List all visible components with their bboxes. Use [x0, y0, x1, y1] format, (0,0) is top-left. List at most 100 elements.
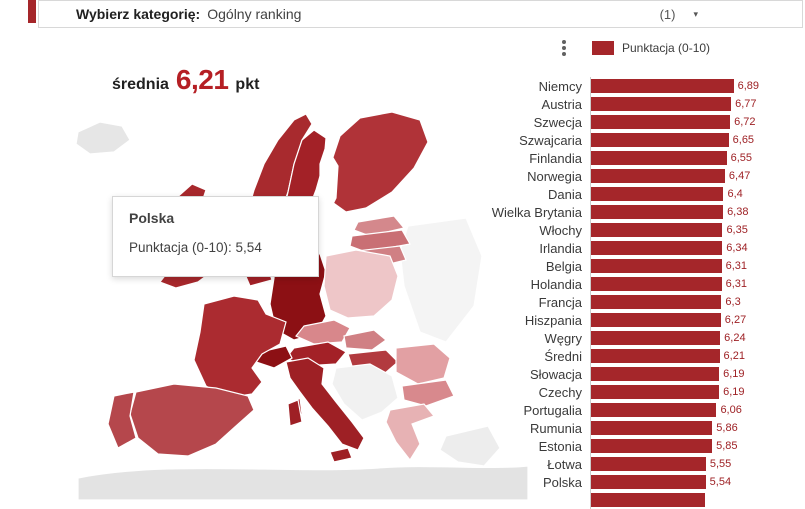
- bar-value: 6,89: [737, 80, 760, 92]
- bar-value: 6,35: [726, 224, 748, 236]
- bar-row: Węgry 6,24: [440, 329, 798, 347]
- bar-plot-area: 6,65: [590, 131, 798, 149]
- red-marker: [28, 0, 36, 23]
- bar-row-label: Irlandia: [539, 240, 582, 256]
- bar-value: 6,55: [730, 152, 752, 164]
- bar-row: Austria 6,77: [440, 95, 798, 113]
- bar[interactable]: [591, 439, 713, 453]
- bar-plot-area: 6,47: [590, 167, 798, 185]
- bar[interactable]: [591, 493, 705, 507]
- bar-row-label: Słowacja: [529, 366, 582, 382]
- bar[interactable]: [591, 331, 721, 345]
- bar-plot-area: 6,31: [590, 257, 798, 275]
- bar-plot-area: 6,06: [590, 401, 798, 419]
- map-country-iceland: [75, 121, 131, 155]
- bar[interactable]: [591, 313, 721, 327]
- bar[interactable]: [591, 187, 724, 201]
- bar-plot-area: 5,86: [590, 419, 798, 437]
- bar-value: 6,77: [735, 98, 757, 110]
- map-country-czechia[interactable]: [295, 319, 351, 345]
- bar-row: Średni 6,21: [440, 347, 798, 365]
- bar[interactable]: [591, 169, 725, 183]
- average-value: 6,21: [175, 64, 229, 95]
- bar-plot-area: 6,3: [590, 293, 798, 311]
- bar[interactable]: [591, 403, 717, 417]
- bar-chart: Niemcy 6,89 Austria 6,77 Szwecja 6,72 Szwajcar…: [440, 77, 798, 509]
- map-country-spain[interactable]: [129, 383, 255, 457]
- bar-plot-area: 6,21: [590, 347, 798, 365]
- bar[interactable]: [591, 151, 727, 165]
- category-select-value: Ogólny ranking: [207, 6, 302, 22]
- bar-chart-rows: Niemcy 6,89 Austria 6,77 Szwecja 6,72 Szwajcar…: [440, 77, 798, 509]
- map-country-bulgaria[interactable]: [401, 379, 455, 407]
- bar-value: 6,06: [720, 404, 742, 416]
- bar[interactable]: [591, 115, 731, 129]
- bar-row: Szwecja 6,72: [440, 113, 798, 131]
- map-country-finland[interactable]: [329, 111, 429, 213]
- bar-row-label: Średni: [544, 348, 582, 364]
- bar-row: Łotwa 5,55: [440, 455, 798, 473]
- bar-row-label: Szwajcaria: [519, 132, 582, 148]
- bar-row-label: Holandia: [530, 276, 582, 292]
- map-country-greece[interactable]: [385, 403, 436, 462]
- map-country-romania[interactable]: [395, 343, 451, 385]
- more-options-icon[interactable]: [560, 38, 568, 58]
- bar[interactable]: [591, 367, 720, 381]
- bar-row-label: Niemcy: [538, 78, 582, 94]
- bar[interactable]: [591, 97, 732, 111]
- bar[interactable]: [591, 475, 706, 489]
- bar[interactable]: [591, 241, 723, 255]
- bar-value: 6,19: [723, 386, 745, 398]
- bar[interactable]: [591, 421, 713, 435]
- bar-row-label: Portugalia: [523, 402, 582, 418]
- legend-label: Punktacja (0-10): [622, 41, 711, 55]
- bar-plot-area: 6,19: [590, 383, 798, 401]
- bar-row-label: Estonia: [538, 438, 582, 454]
- bar-value: 6,31: [725, 260, 748, 272]
- bar-row-label: Czechy: [538, 384, 582, 400]
- bar[interactable]: [591, 277, 722, 291]
- map-country-france[interactable]: [193, 295, 287, 399]
- bar-value: 5,55: [709, 458, 732, 470]
- bar-plot-area: 6,77: [590, 95, 798, 113]
- category-count: (1): [659, 6, 676, 22]
- chevron-down-icon[interactable]: ▾: [693, 8, 698, 19]
- bar[interactable]: [591, 133, 729, 147]
- bar[interactable]: [591, 205, 724, 219]
- bar[interactable]: [591, 457, 706, 471]
- map-country-portugal[interactable]: [107, 391, 137, 449]
- bar[interactable]: [591, 295, 722, 309]
- bar-row: Wielka Brytania 6,38: [440, 203, 798, 221]
- bar-row-label: Szwecja: [533, 114, 582, 130]
- average-prefix: średnia: [112, 76, 169, 93]
- bar[interactable]: [591, 259, 722, 273]
- bar-plot-area: 6,72: [590, 113, 798, 131]
- bar-row: Holandia 6,31: [440, 275, 798, 293]
- bar-value: 5,86: [716, 422, 738, 434]
- map-island-sicily[interactable]: [329, 447, 353, 463]
- bar-row: Włochy 6,35: [440, 221, 798, 239]
- map-country-slovakia[interactable]: [343, 329, 387, 351]
- bar-row-label: Rumunia: [529, 420, 582, 436]
- bar-row-label: Francja: [538, 294, 582, 310]
- map-country-poland[interactable]: [323, 249, 399, 319]
- bar-plot-area: 6,34: [590, 239, 798, 257]
- bar-value: 6,4: [727, 188, 743, 200]
- bar[interactable]: [591, 349, 720, 363]
- bar-row: Słowacja 6,19: [440, 365, 798, 383]
- bar-value: 6,47: [728, 170, 751, 182]
- map-region-africa: [77, 465, 528, 500]
- map-island-sardinia[interactable]: [287, 399, 303, 427]
- map-country-italy[interactable]: [285, 357, 365, 451]
- bar-row: Portugalia 6,06: [440, 401, 798, 419]
- bar-plot-area: 6,4: [590, 185, 798, 203]
- bar-row-label: Łotwa: [547, 456, 582, 472]
- category-select[interactable]: Wybierz kategorię: Ogólny ranking (1) ▾: [38, 0, 803, 28]
- bar-plot-area: 6,27: [590, 311, 798, 329]
- bar-row: Czechy 6,19: [440, 383, 798, 401]
- bar[interactable]: [591, 223, 723, 237]
- bar-plot-area: 6,19: [590, 365, 798, 383]
- bar[interactable]: [591, 385, 720, 399]
- bar[interactable]: [591, 79, 734, 93]
- bar-row: Hiszpania 6,27: [440, 311, 798, 329]
